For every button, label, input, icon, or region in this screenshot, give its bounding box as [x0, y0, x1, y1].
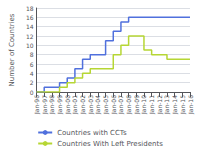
svg-text:Jan-14: Jan-14: [171, 95, 179, 115]
svg-text:2: 2: [30, 79, 34, 86]
svg-text:Jan-08: Jan-08: [125, 95, 133, 115]
svg-text:8: 8: [30, 51, 34, 58]
svg-text:0: 0: [30, 89, 34, 96]
svg-text:Jan-09: Jan-09: [132, 95, 140, 115]
svg-text:Countries With Left Presidents: Countries With Left Presidents: [57, 140, 163, 148]
svg-text:Jan-04: Jan-04: [94, 95, 102, 115]
svg-text:6: 6: [30, 61, 34, 68]
svg-text:Jan-97: Jan-97: [40, 95, 48, 115]
svg-text:4: 4: [30, 70, 34, 77]
svg-text:Jan-11: Jan-11: [148, 95, 156, 115]
svg-text:14: 14: [26, 23, 34, 30]
svg-text:Jan-99: Jan-99: [56, 95, 64, 115]
svg-text:Jan-01: Jan-01: [71, 95, 79, 115]
svg-text:Jan-16: Jan-16: [187, 95, 195, 115]
svg-text:Jan-96: Jan-96: [33, 95, 40, 115]
svg-text:Jan-07: Jan-07: [117, 95, 125, 115]
svg-text:Jan-03: Jan-03: [86, 95, 94, 115]
svg-text:Jan-00: Jan-00: [63, 95, 71, 115]
svg-text:Jan-15: Jan-15: [178, 95, 186, 115]
svg-text:Number of Countries: Number of Countries: [8, 13, 16, 86]
svg-text:10: 10: [26, 42, 34, 49]
svg-text:Countries with CCTs: Countries with CCTs: [57, 129, 127, 137]
svg-text:Jan-13: Jan-13: [163, 95, 171, 115]
svg-text:12: 12: [26, 33, 34, 40]
svg-text:Jan-02: Jan-02: [79, 95, 87, 115]
svg-text:Jan-10: Jan-10: [140, 95, 148, 115]
svg-text:Jan-06: Jan-06: [109, 95, 117, 115]
svg-text:18: 18: [26, 5, 34, 12]
svg-text:Jan-05: Jan-05: [102, 95, 110, 115]
svg-text:Jan-12: Jan-12: [155, 95, 163, 115]
svg-text:Jan-98: Jan-98: [48, 95, 56, 115]
svg-text:16: 16: [26, 14, 34, 21]
